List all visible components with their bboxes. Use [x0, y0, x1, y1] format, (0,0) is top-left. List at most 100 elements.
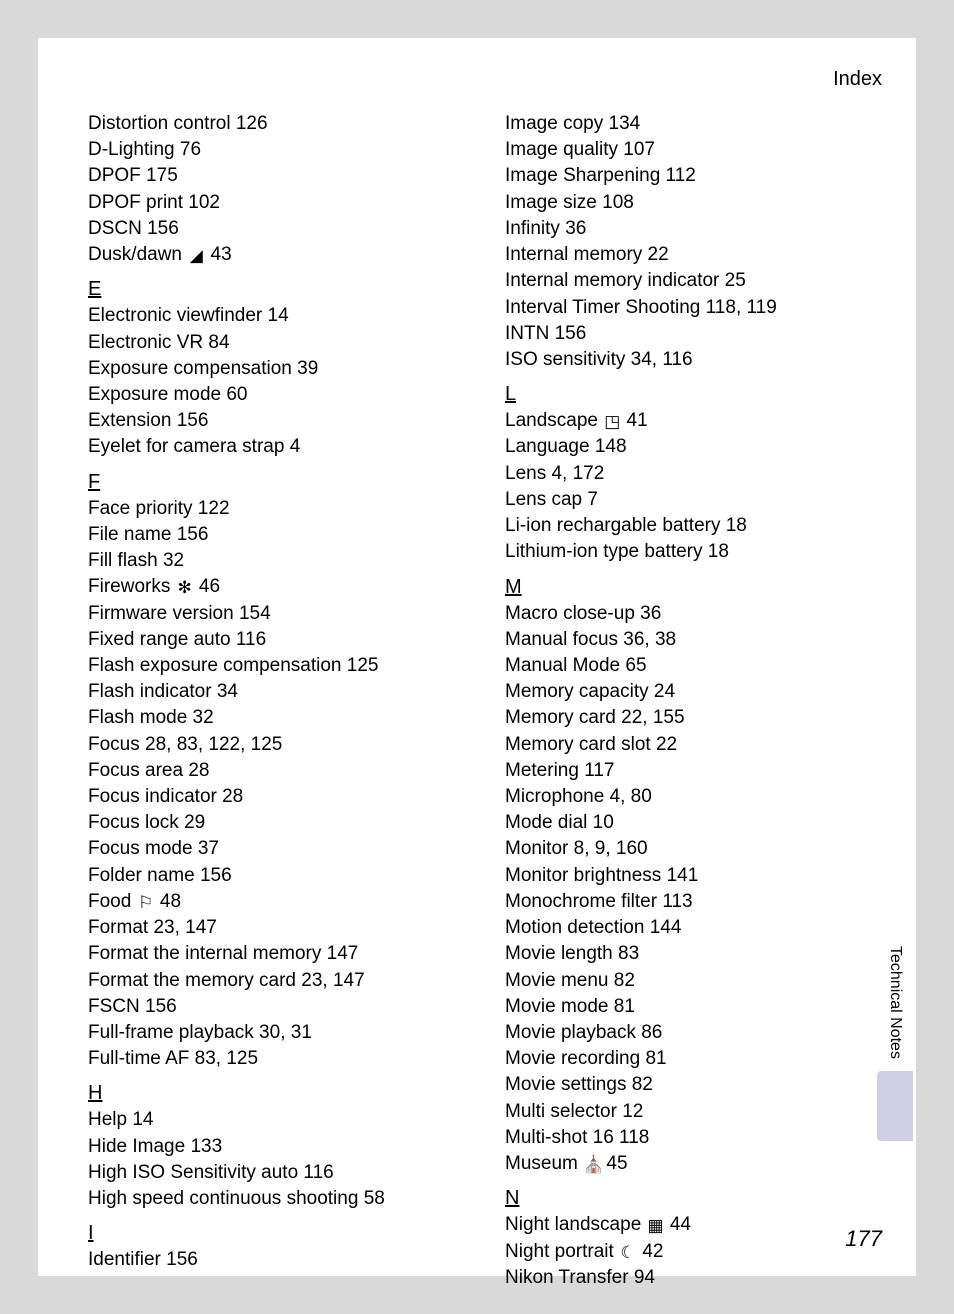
- index-entry: Hide Image 133: [88, 1134, 465, 1160]
- index-entry: Flash exposure compensation 125: [88, 653, 465, 679]
- page-number: 177: [845, 1226, 882, 1252]
- index-entry: Night portrait ☾ 42: [505, 1239, 882, 1265]
- fireworks-icon: ✻: [176, 576, 194, 599]
- index-entry: Full-time AF 83, 125: [88, 1046, 465, 1072]
- index-entry: Monochrome filter 113: [505, 889, 882, 915]
- entry-text: Dusk/dawn: [88, 244, 187, 265]
- index-entry: Museum ⛪ 45: [505, 1151, 882, 1177]
- index-column-right: Image copy 134Image quality 107Image Sha…: [505, 111, 882, 1291]
- section-letter: F: [88, 471, 465, 494]
- dusk-icon: ◢: [187, 244, 205, 267]
- index-entry: Movie mode 81: [505, 994, 882, 1020]
- index-entry: Mode dial 10: [505, 810, 882, 836]
- index-entry: High ISO Sensitivity auto 116: [88, 1160, 465, 1186]
- index-entry: Format 23, 147: [88, 915, 465, 941]
- index-column-left: Distortion control 126D-Lighting 76 DPOF …: [88, 111, 465, 1291]
- index-entry: Flash mode 32: [88, 705, 465, 731]
- index-entry: Full-frame playback 30, 31: [88, 1020, 465, 1046]
- entry-page: 44: [665, 1214, 691, 1235]
- entry-text: Museum: [505, 1153, 583, 1174]
- index-entry: DPOF print 102: [88, 190, 465, 216]
- index-entry: D-Lighting 76: [88, 137, 465, 163]
- index-entry: Internal memory 22: [505, 242, 882, 268]
- entry-page: 45: [601, 1153, 627, 1174]
- page: Index Distortion control 126D-Lighting 7…: [38, 38, 916, 1276]
- index-entry: Image size 108: [505, 190, 882, 216]
- entry-text: Fireworks: [88, 576, 176, 597]
- index-entry: Focus area 28: [88, 758, 465, 784]
- entry-page: 42: [637, 1241, 663, 1262]
- index-entry: Format the memory card 23, 147: [88, 968, 465, 994]
- index-entry: Lens 4, 172: [505, 461, 882, 487]
- index-entry: Manual focus 36, 38: [505, 627, 882, 653]
- index-entry: Movie recording 81: [505, 1046, 882, 1072]
- index-entry: Dusk/dawn ◢ 43: [88, 242, 465, 268]
- index-entry: Movie settings 82: [505, 1072, 882, 1098]
- index-entry: Identifier 156: [88, 1247, 465, 1273]
- index-entry: FSCN 156: [88, 994, 465, 1020]
- entry-page: 41: [621, 410, 647, 431]
- entry-text: Landscape: [505, 410, 603, 431]
- side-tab-block: [877, 1071, 913, 1141]
- entry-text: Food: [88, 891, 137, 912]
- side-tab: Technical Notes: [874, 946, 916, 1196]
- index-entry: Lens cap 7: [505, 487, 882, 513]
- index-entry: ISO sensitivity 34, 116: [505, 347, 882, 373]
- index-entry: High speed continuous shooting 58: [88, 1186, 465, 1212]
- index-entry: Landscape ◳ 41: [505, 408, 882, 434]
- entry-page: 46: [194, 576, 220, 597]
- night_landscape-icon: ▦: [647, 1214, 665, 1237]
- food-icon: ⚐: [137, 891, 155, 914]
- entry-page: 43: [205, 244, 231, 265]
- index-entry: Distortion control 126: [88, 111, 465, 137]
- index-entry: Monitor brightness 141: [505, 863, 882, 889]
- index-entry: Nikon Transfer 94: [505, 1265, 882, 1291]
- index-entry: File name 156: [88, 522, 465, 548]
- index-entry: Night landscape ▦ 44: [505, 1212, 882, 1238]
- page-header: Index: [38, 38, 916, 101]
- index-entry: Fixed range auto 116: [88, 627, 465, 653]
- index-entry: Macro close-up 36: [505, 601, 882, 627]
- entry-text: Night landscape: [505, 1214, 647, 1235]
- index-entry: Flash indicator 34: [88, 679, 465, 705]
- index-entry: Eyelet for camera strap 4: [88, 434, 465, 460]
- index-entry: Format the internal memory 147: [88, 941, 465, 967]
- index-entry: Metering 117: [505, 758, 882, 784]
- museum-icon: ⛪: [583, 1153, 601, 1176]
- landscape-icon: ◳: [603, 410, 621, 433]
- section-letter: H: [88, 1082, 465, 1105]
- index-entry: Firmware version 154: [88, 601, 465, 627]
- section-letter: M: [505, 576, 882, 599]
- entry-text: Night portrait: [505, 1241, 619, 1262]
- index-entry: Electronic VR 84: [88, 330, 465, 356]
- index-entry: Electronic viewfinder 14: [88, 303, 465, 329]
- header-title: Index: [833, 68, 882, 90]
- index-entry: Language 148: [505, 434, 882, 460]
- index-entry: Microphone 4, 80: [505, 784, 882, 810]
- section-letter: L: [505, 383, 882, 406]
- entry-page: 48: [155, 891, 181, 912]
- section-letter: N: [505, 1187, 882, 1210]
- index-entry: Fireworks ✻ 46: [88, 574, 465, 600]
- section-letter: E: [88, 278, 465, 301]
- index-entry: Image copy 134: [505, 111, 882, 137]
- index-entry: Memory card slot 22: [505, 732, 882, 758]
- index-entry: Li-ion rechargable battery 18: [505, 513, 882, 539]
- index-entry: Multi selector 12: [505, 1099, 882, 1125]
- index-entry: Monitor 8, 9, 160: [505, 836, 882, 862]
- index-entry: Internal memory indicator 25: [505, 268, 882, 294]
- index-entry: Interval Timer Shooting 118, 119: [505, 295, 882, 321]
- index-entry: Folder name 156: [88, 863, 465, 889]
- index-entry: Memory card 22, 155: [505, 705, 882, 731]
- index-entry: Image quality 107: [505, 137, 882, 163]
- index-entry: Multi-shot 16 118: [505, 1125, 882, 1151]
- index-entry: Exposure mode 60: [88, 382, 465, 408]
- index-entry: Help 14: [88, 1107, 465, 1133]
- index-entry: Lithium-ion type battery 18: [505, 539, 882, 565]
- index-entry: Focus 28, 83, 122, 125: [88, 732, 465, 758]
- index-columns: Distortion control 126D-Lighting 76 DPOF …: [38, 101, 916, 1291]
- index-entry: Movie menu 82: [505, 968, 882, 994]
- index-entry: Memory capacity 24: [505, 679, 882, 705]
- index-entry: Extension 156: [88, 408, 465, 434]
- index-entry: Focus mode 37: [88, 836, 465, 862]
